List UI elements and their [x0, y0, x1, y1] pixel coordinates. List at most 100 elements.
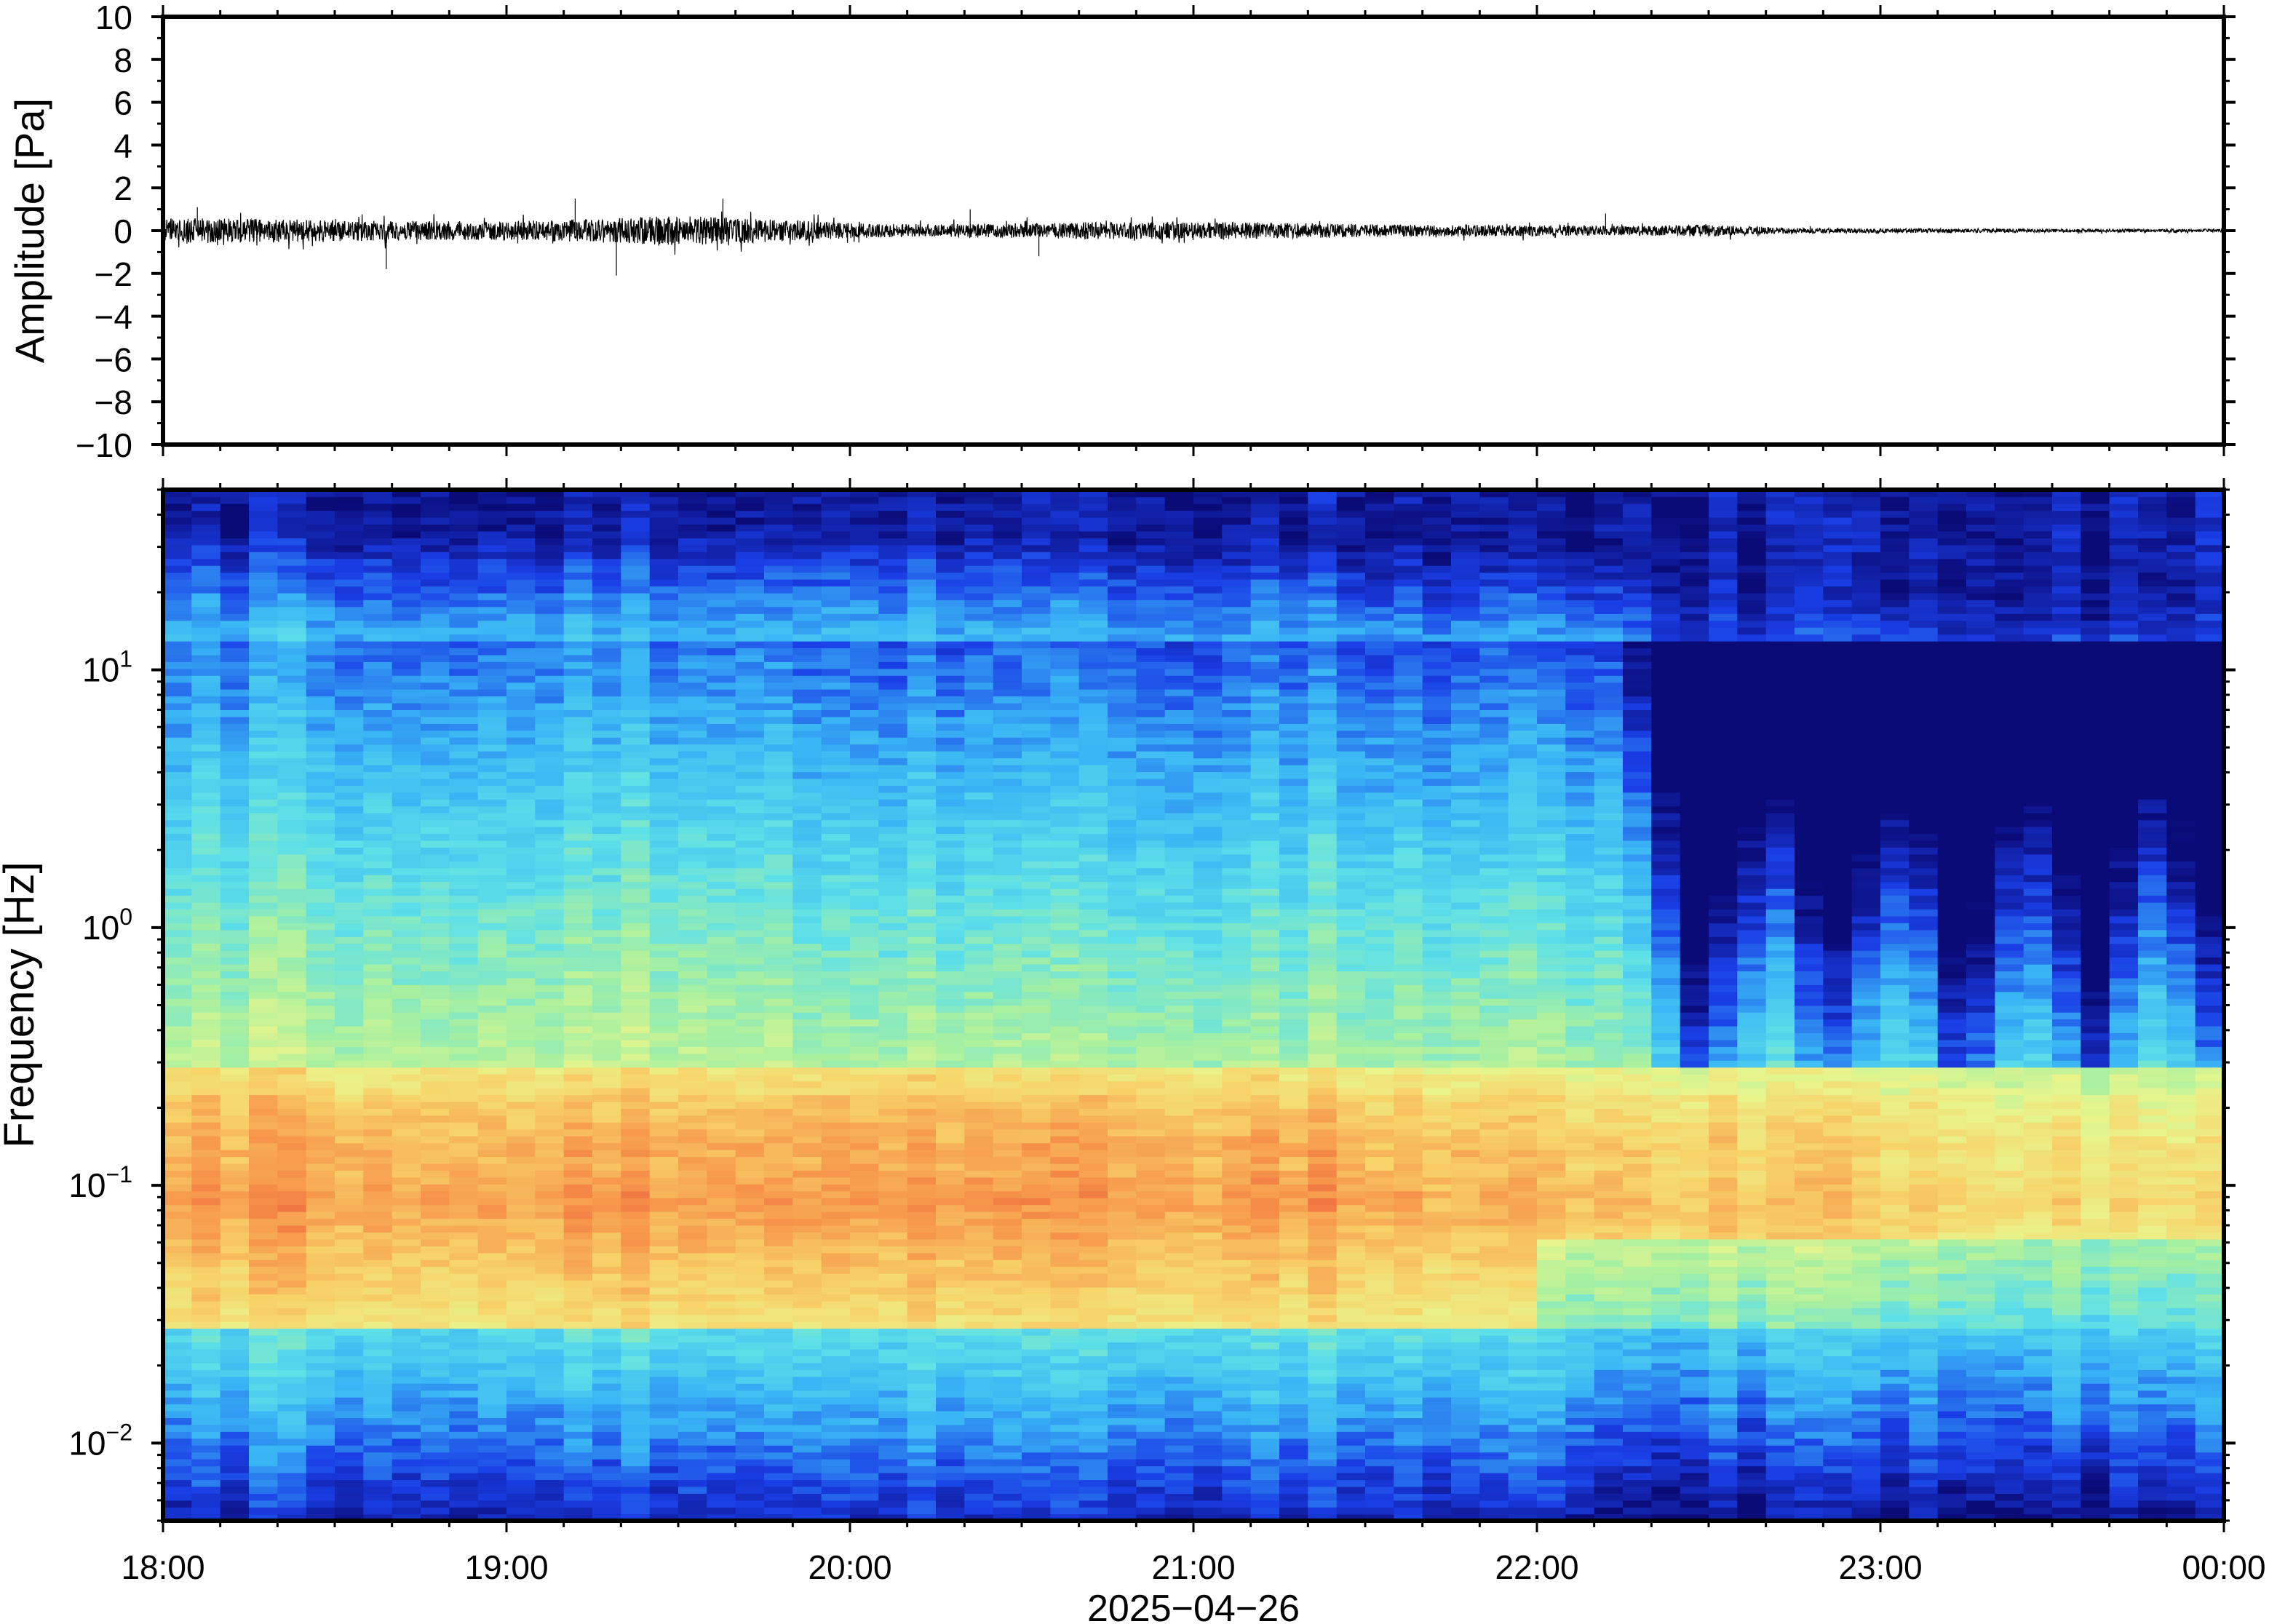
- spectrogram-cell: [850, 1424, 880, 1432]
- spectrogram-cell: [592, 1280, 622, 1288]
- spectrogram-cell: [392, 901, 421, 909]
- spectrogram-cell: [449, 1321, 479, 1329]
- spectrogram-cell: [506, 1238, 536, 1246]
- spectrogram-cell: [592, 901, 622, 909]
- spectrogram-cell: [449, 661, 479, 669]
- spectrogram-cell: [1050, 565, 1080, 573]
- spectrogram-cell: [506, 971, 536, 979]
- spectrogram-cell: [649, 634, 679, 642]
- spectrogram-cell: [335, 640, 365, 648]
- spectrogram-cell: [1022, 936, 1052, 944]
- spectrogram-cell: [1050, 1452, 1080, 1460]
- spectrogram-cell: [392, 702, 421, 710]
- spectrogram-cell: [850, 634, 880, 642]
- spectrogram-cell: [1022, 737, 1052, 745]
- spectrogram-cell: [163, 1198, 193, 1206]
- spectrogram-cell: [306, 1417, 335, 1425]
- spectrogram-cell: [649, 853, 679, 861]
- spectrogram-cell: [735, 867, 765, 875]
- spectrogram-cell: [335, 530, 365, 538]
- spectrogram-cell: [363, 634, 393, 642]
- spectrogram-cell: [249, 1348, 279, 1356]
- spectrogram-cell: [936, 1032, 966, 1040]
- spectrogram-cell: [621, 792, 651, 800]
- spectrogram-cell: [964, 1252, 994, 1260]
- spectrogram-cell: [1050, 1019, 1080, 1027]
- spectrogram-cell: [735, 1238, 765, 1246]
- spectrogram-cell: [1050, 847, 1080, 855]
- spectrogram-cell: [1022, 1472, 1052, 1481]
- spectrogram-cell: [993, 936, 1022, 944]
- spectrogram-cell: [621, 1198, 651, 1206]
- spectrogram-cell: [792, 1108, 822, 1116]
- spectrogram-cell: [936, 813, 966, 821]
- spectrogram-cell: [563, 971, 593, 979]
- spectrogram-cell: [335, 881, 365, 889]
- spectrogram-cell: [249, 1294, 279, 1302]
- spectrogram-cell: [163, 538, 193, 546]
- spectrogram-cell: [964, 1465, 994, 1473]
- spectrogram-cell: [1022, 1356, 1052, 1364]
- spectrogram-cell: [563, 1019, 593, 1027]
- spectrogram-cell: [191, 1397, 221, 1405]
- spectrogram-cell: [306, 737, 335, 745]
- spectrogram-cell: [1022, 600, 1052, 608]
- spectrogram-cell: [907, 1452, 937, 1460]
- spectrogram-cell: [449, 771, 479, 779]
- spectrogram-cell: [707, 730, 736, 738]
- spectrogram-cell: [993, 744, 1022, 752]
- spectrogram-cell: [249, 819, 279, 827]
- spectrogram-cell: [506, 1472, 536, 1481]
- spectrogram-cell: [306, 1362, 335, 1370]
- spectrogram-cell: [649, 682, 679, 690]
- spectrogram-cell: [764, 963, 794, 971]
- spectrogram-cell: [993, 1005, 1022, 1013]
- spectrogram-cell: [163, 1486, 193, 1494]
- spectrogram-cell: [592, 592, 622, 600]
- spectrogram-cell: [621, 1163, 651, 1171]
- spectrogram-cell: [850, 819, 880, 827]
- spectrogram-cell: [1050, 1136, 1080, 1144]
- spectrogram-cell: [792, 1184, 822, 1192]
- spectrogram-cell: [506, 819, 536, 827]
- spectrogram-cell: [764, 833, 794, 841]
- spectrogram-cell: [764, 901, 794, 909]
- spectrogram-cell: [764, 1218, 794, 1226]
- spectrogram-cell: [363, 1294, 393, 1302]
- spectrogram-cell: [936, 682, 966, 690]
- spectrogram-cell: [850, 1493, 880, 1501]
- spectrogram-cell: [477, 1149, 507, 1158]
- spectrogram-cell: [649, 737, 679, 745]
- spectrogram-cell: [220, 888, 250, 896]
- spectrogram-cell: [392, 813, 421, 821]
- spectrogram-cell: [477, 943, 507, 951]
- spectrogram-cell: [764, 510, 794, 518]
- spectrogram-cell: [649, 1032, 679, 1040]
- spectrogram-cell: [306, 901, 335, 909]
- spectrogram-cell: [277, 634, 307, 642]
- spectrogram-cell: [477, 853, 507, 861]
- spectrogram-cell: [649, 565, 679, 573]
- spectrogram-cell: [220, 578, 250, 586]
- spectrogram-cell: [363, 1307, 393, 1315]
- spectrogram-cell: [277, 1122, 307, 1130]
- spectrogram-cell: [621, 957, 651, 965]
- spectrogram-cell: [792, 757, 822, 765]
- spectrogram-cell: [592, 1286, 622, 1294]
- spectrogram-cell: [392, 1080, 421, 1088]
- spectrogram-cell: [449, 1513, 479, 1521]
- spectrogram-cell: [964, 778, 994, 786]
- spectrogram-cell: [821, 936, 851, 944]
- spectrogram-cell: [621, 1005, 651, 1013]
- spectrogram-cell: [592, 1190, 622, 1198]
- spectrogram-cell: [621, 586, 651, 594]
- spectrogram-cell: [821, 1190, 851, 1198]
- spectrogram-cell: [363, 1198, 393, 1206]
- spectrogram-cell: [907, 1108, 937, 1116]
- spectrogram-cell: [249, 1334, 279, 1343]
- spectrogram-cell: [993, 1080, 1022, 1088]
- spectrogram-cell: [821, 1472, 851, 1481]
- spectrogram-cell: [477, 1431, 507, 1439]
- spectrogram-cell: [249, 764, 279, 773]
- spectrogram-cell: [277, 682, 307, 690]
